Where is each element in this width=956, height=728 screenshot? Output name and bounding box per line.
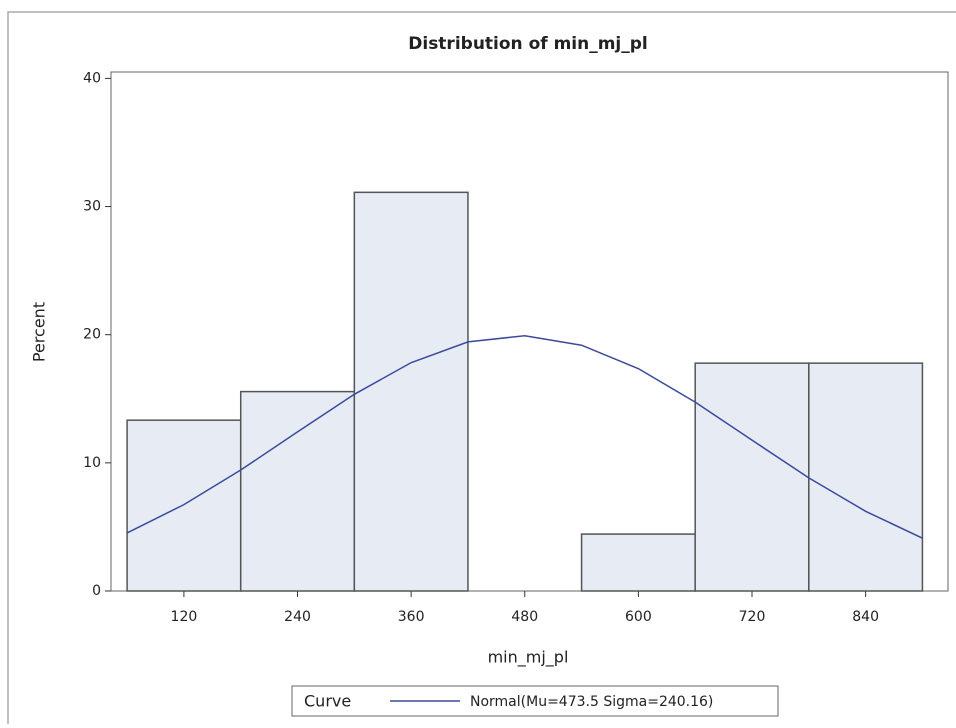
y-tick-label: 30 — [83, 199, 101, 215]
legend-box — [291, 685, 779, 717]
bar — [580, 533, 696, 592]
chart-title: Distribution of min_mj_pl — [408, 34, 648, 54]
window-border — [7, 11, 956, 724]
bar — [694, 362, 810, 592]
x-tick-label: 600 — [625, 609, 652, 625]
legend-title: Curve — [304, 692, 351, 711]
bar — [239, 390, 356, 592]
x-tick-label: 240 — [284, 609, 311, 625]
y-tick-label: 40 — [83, 70, 101, 86]
curve — [126, 334, 923, 539]
bar — [126, 419, 242, 592]
x-tick-label: 120 — [171, 609, 198, 625]
bar — [808, 362, 924, 592]
x-tick-label: 360 — [398, 609, 425, 625]
legend-label: Normal(Mu=473.5 Sigma=240.16) — [470, 694, 713, 710]
x-axis-label: min_mj_pl — [488, 648, 569, 668]
bar — [353, 191, 469, 592]
x-tick-label: 840 — [852, 609, 879, 625]
y-tick-label: 20 — [83, 327, 101, 343]
y-tick-label: 10 — [83, 455, 101, 471]
x-tick-label: 480 — [511, 609, 538, 625]
y-axis-label: Percent — [30, 302, 49, 362]
x-tick-label: 720 — [739, 609, 766, 625]
y-tick-label: 0 — [92, 583, 101, 599]
